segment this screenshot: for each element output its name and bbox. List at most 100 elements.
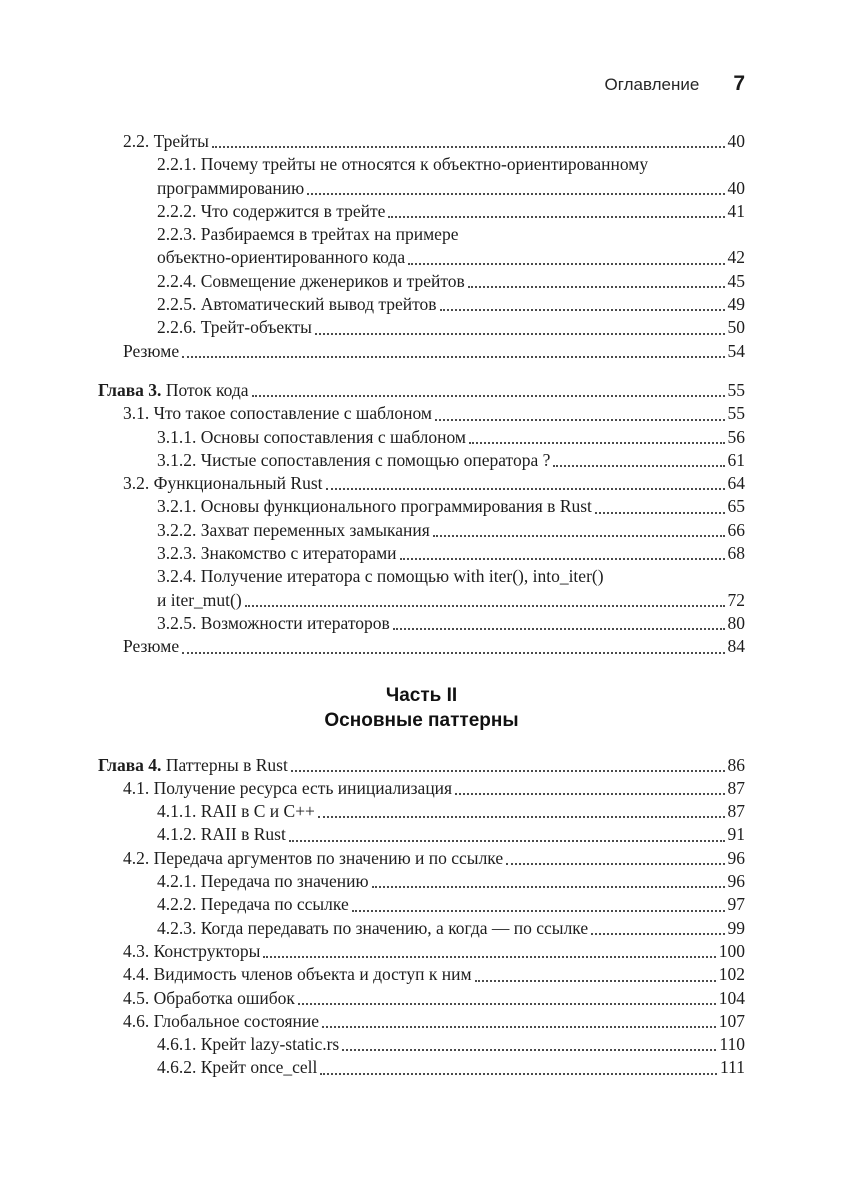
toc-entry-title: 4.4. Видимость членов объекта и доступ к… [123, 964, 472, 985]
toc-entry-line: 3.1.1. Основы сопоставления с шаблоном 56 [157, 426, 745, 449]
dot-leader [286, 823, 726, 846]
toc-entry-title: 4.3. Конструкторы [123, 940, 261, 961]
toc-entry-title: 3.2.2. Захват переменных замыкания [157, 519, 430, 540]
toc-entry-title: 3.2.3. Знакомство с итераторами [157, 543, 397, 564]
toc-entry-line: Резюме 84 [123, 635, 745, 658]
toc-entry-line: 2.2.5. Автоматический вывод трейтов 49 [157, 293, 745, 316]
toc-entry-title: 4.2.1. Передача по значению [157, 871, 369, 892]
toc-entry-page-number: 55 [727, 379, 746, 400]
toc-entry: 3.2.3. Знакомство с итераторами 68 [98, 542, 745, 565]
toc-entry: 4.1.2. RAII в Rust 91 [98, 823, 745, 846]
toc-entry-page-number: 99 [727, 917, 746, 938]
toc-entry-page-number: 97 [727, 894, 746, 915]
toc-entry-page-number: 54 [727, 340, 746, 361]
dot-leader [452, 777, 725, 800]
toc-entry-page-number: 80 [727, 612, 746, 633]
toc-entry: 3.1.2. Чистые сопоставления с помощью оп… [98, 449, 745, 472]
toc-entry-line: 4.1. Получение ресурса есть инициализаци… [123, 777, 745, 800]
toc-entry-line: 4.6. Глобальное состояние 107 [123, 1010, 745, 1033]
dot-leader [304, 177, 725, 200]
toc-entry: 2.2.6. Трейт-объекты 50 [98, 316, 745, 339]
toc-entry-page-number: 64 [727, 473, 746, 494]
toc-entry: 2.2. Трейты 40 [98, 130, 745, 153]
toc-entry: 2.2.3. Разбираемся в трейтах на примере о… [98, 223, 745, 270]
toc-entry-page-number: 84 [727, 636, 746, 657]
toc-entry-page-number: 102 [718, 964, 745, 985]
toc-entry-line: 2.2.3. Разбираемся в трейтах на примере [157, 223, 745, 246]
toc-entry-line: Глава 3. Поток кода 55 [98, 379, 745, 402]
toc-entry-page-number: 96 [727, 847, 746, 868]
toc-entry-line: 4.2.1. Передача по значению 96 [157, 870, 745, 893]
dot-leader [209, 130, 726, 153]
toc-entry-page-number: 55 [727, 403, 746, 424]
toc-entry-line: 3.2.5. Возможности итераторов 80 [157, 612, 745, 635]
toc-entry-title: 4.1.1. RAII в C и C++ [157, 801, 315, 822]
toc-entry: 4.2.2. Передача по ссылке 97 [98, 893, 745, 916]
dot-leader [319, 1010, 717, 1033]
toc-entry: 2.2.5. Автоматический вывод трейтов 49 [98, 293, 745, 316]
dot-leader [179, 635, 725, 658]
toc-entry: 3.2.2. Захват переменных замыкания 66 [98, 519, 745, 542]
toc-entry-page-number: 107 [718, 1010, 745, 1031]
toc-entry: 4.6.2. Крейт once_cell 111 [98, 1056, 745, 1079]
toc-entry: 4.3. Конструкторы 100 [98, 940, 745, 963]
toc-entry: 4.6. Глобальное состояние 107 [98, 1010, 745, 1033]
toc-entry-title: 2.2.1. Почему трейты не относятся к объе… [157, 154, 649, 175]
toc-entry-title: 3.2.4. Получение итератора с помощью wit… [157, 566, 604, 587]
dot-leader [179, 340, 725, 363]
toc-entry-title: 3.1.2. Чистые сопоставления с помощью оп… [157, 449, 551, 470]
dot-leader [437, 293, 726, 316]
toc-entry: 3.2.5. Возможности итераторов 80 [98, 612, 745, 635]
dot-leader [405, 246, 725, 269]
toc-entry-title: Паттерны в Rust [161, 754, 288, 775]
toc-entry-page-number: 61 [727, 449, 746, 470]
toc-entry-page-number: 40 [727, 131, 746, 151]
toc-entry-page-number: 86 [727, 754, 746, 775]
toc-entry-page-number: 96 [727, 871, 746, 892]
toc-entry-line: 2.2.2. Что содержится в трейте 41 [157, 200, 745, 223]
dot-leader [315, 800, 726, 823]
toc-entry-title-continued: и iter_mut() [157, 589, 242, 610]
toc-entry-page-number: 72 [727, 589, 746, 610]
toc-entry-page-number: 87 [727, 777, 746, 798]
toc-entry-title: 2.2. Трейты [123, 131, 209, 151]
part-number: Часть II [385, 684, 458, 706]
toc-entry-line: программированию 40 [157, 177, 745, 200]
toc-entry-page-number: 49 [727, 294, 746, 315]
toc-entry: 2.2.4. Совмещение дженериков и трейтов 45 [98, 270, 745, 293]
toc-entry-line: 4.6.2. Крейт once_cell 111 [157, 1056, 745, 1079]
toc-entry-line: 3.2.3. Знакомство с итераторами 68 [157, 542, 745, 565]
running-header-page-number: 7 [733, 72, 745, 95]
toc-entry-title: 2.2.5. Автоматический вывод трейтов [157, 294, 437, 315]
part-title: Основные паттерны [324, 709, 519, 731]
toc-entry-line: 4.4. Видимость членов объекта и доступ к… [123, 963, 745, 986]
dot-leader [339, 1033, 717, 1056]
toc-entry-line: 3.1. Что такое сопоставление с шаблоном 5… [123, 402, 745, 425]
dot-leader [390, 612, 726, 635]
dot-leader [550, 449, 725, 472]
toc-entry-page-number: 40 [727, 177, 746, 198]
toc-entry-line: 3.1.2. Чистые сопоставления с помощью оп… [157, 449, 745, 472]
toc-entry-line: 2.2.6. Трейт-объекты 50 [157, 316, 745, 339]
toc-entry-line: Резюме 54 [123, 340, 745, 363]
toc-entry-chapter-label: Глава 3. [98, 379, 162, 400]
toc-entry-page-number: 41 [727, 200, 746, 221]
toc-entry-page-number: 50 [727, 317, 746, 338]
toc-entry-line: 3.2.1. Основы функционального программир… [157, 495, 745, 518]
toc-list-part2: Глава 4. Паттерны в Rust 86 4.1. Получение… [98, 754, 745, 1080]
toc-entry-line: 2.2.1. Почему трейты не относятся к объе… [157, 153, 745, 176]
toc-entry-title: 4.6. Глобальное состояние [123, 1010, 320, 1031]
toc-entry-line: 4.2.2. Передача по ссылке 97 [157, 893, 745, 916]
toc-entry-page-number: 42 [727, 247, 746, 268]
running-header-title: Оглавление [604, 75, 700, 94]
toc-entry-line: 2.2.4. Совмещение дженериков и трейтов 45 [157, 270, 745, 293]
toc-entry: 4.6.1. Крейт lazy-static.rs 110 [98, 1033, 745, 1056]
toc-entry-title: Резюме [123, 636, 180, 657]
dot-leader [323, 472, 726, 495]
dot-leader [397, 542, 726, 565]
toc-entry: 3.1.1. Основы сопоставления с шаблоном 56 [98, 426, 745, 449]
dot-leader [472, 963, 717, 986]
toc-entry: 3.1. Что такое сопоставление с шаблоном 5… [98, 402, 745, 425]
toc-entry-line: 3.2.2. Захват переменных замыкания 66 [157, 519, 745, 542]
